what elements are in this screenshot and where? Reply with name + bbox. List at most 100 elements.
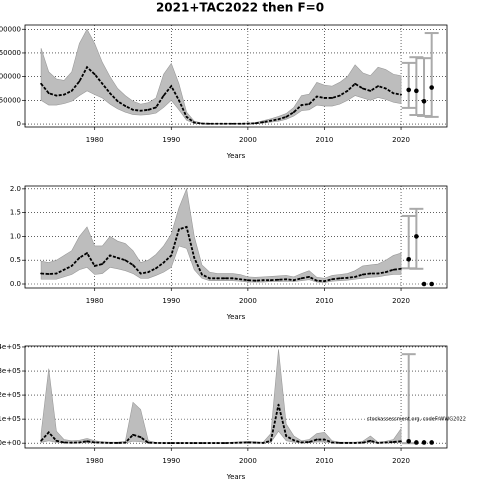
projection-point [414, 234, 419, 239]
median-point [139, 272, 142, 275]
median-point [132, 108, 134, 111]
median-point [40, 82, 42, 85]
median-point [162, 94, 165, 97]
y-tick-label: 2.0 [10, 185, 21, 193]
median-point [132, 433, 134, 436]
median-point [155, 106, 157, 109]
median-point [47, 273, 50, 275]
median-point [277, 118, 280, 121]
median-point [109, 442, 111, 444]
median-point [300, 277, 303, 280]
x-tick-label: 1980 [86, 297, 104, 305]
confidence-band [40, 187, 402, 283]
median-point [354, 442, 356, 444]
median-point [308, 275, 311, 278]
median-point [354, 82, 356, 85]
median-point [208, 442, 211, 444]
median-point [78, 441, 81, 444]
median-point [285, 278, 288, 281]
median-point [178, 228, 180, 231]
median-point [323, 438, 326, 441]
median-point [201, 122, 203, 125]
median-point [55, 272, 58, 275]
median-point [78, 256, 81, 259]
y-tick-label: 0 [17, 120, 21, 128]
median-point [147, 271, 150, 274]
median-point [277, 278, 280, 281]
median-point [93, 73, 96, 76]
y-tick-label: 50000 [0, 96, 21, 104]
median-point [400, 440, 402, 443]
projection-point [406, 256, 412, 262]
median-point [55, 94, 58, 97]
median-point [277, 403, 280, 406]
median-point [208, 122, 211, 125]
median-point [116, 100, 119, 103]
median-point [216, 122, 219, 125]
median-point [147, 108, 150, 111]
median-point [155, 442, 157, 444]
median-point [162, 442, 165, 444]
y-tick-label: 4e+05 [0, 343, 21, 351]
median-point [300, 104, 303, 106]
median-point [292, 111, 295, 114]
x-tick-label: 2010 [316, 297, 334, 305]
median-point [116, 442, 119, 444]
projection-point [421, 98, 427, 104]
median-point [223, 442, 226, 444]
median-point [262, 279, 265, 282]
median-point [338, 442, 341, 444]
y-tick-label: 100000 [0, 73, 21, 81]
y-tick-label: 1.0 [10, 232, 21, 240]
median-point [70, 265, 73, 267]
median-point [101, 441, 104, 444]
projection-point [429, 85, 434, 90]
median-point [139, 436, 142, 439]
median-point [101, 263, 104, 265]
median-point [300, 441, 303, 444]
median-point [377, 272, 379, 275]
median-point [369, 272, 372, 275]
x-tick-label: 1990 [162, 457, 180, 465]
annotation: stockassessment.org, codeFrWWG2022 [367, 417, 466, 423]
median-line [40, 65, 402, 125]
median-point [139, 109, 142, 112]
x-tick-label: 2010 [316, 457, 334, 465]
median-point [315, 279, 318, 282]
median-point [70, 89, 73, 92]
median-point [47, 92, 50, 95]
y-tick-label: 200000 [0, 25, 21, 33]
plot-area [25, 186, 447, 288]
median-point [193, 121, 196, 124]
median-point [170, 85, 173, 88]
median-point [132, 264, 134, 266]
median-point [223, 277, 226, 280]
projection-point [429, 440, 434, 445]
median-point [216, 442, 219, 444]
median-point [262, 442, 265, 444]
projection-point [429, 281, 434, 287]
median-point [315, 95, 318, 98]
median-point [315, 438, 318, 441]
median-point [323, 280, 326, 283]
median-point [162, 261, 165, 264]
median-point [86, 440, 88, 443]
median-point [170, 442, 173, 444]
y-tick-label: 0e+00 [0, 439, 21, 447]
median-point [231, 442, 234, 444]
x-tick-label: 2000 [239, 136, 257, 144]
median-point [231, 122, 234, 125]
median-point [86, 252, 88, 254]
median-point [246, 441, 249, 444]
median-point [109, 92, 111, 95]
y-tick-label: 1e+05 [0, 415, 21, 423]
median-point [269, 439, 272, 442]
median-point [193, 442, 196, 444]
median-point [392, 92, 395, 95]
median-point [93, 441, 96, 444]
median-point [384, 441, 387, 444]
median-point [331, 278, 334, 281]
median-point [124, 259, 127, 262]
plot-frame [24, 185, 448, 289]
